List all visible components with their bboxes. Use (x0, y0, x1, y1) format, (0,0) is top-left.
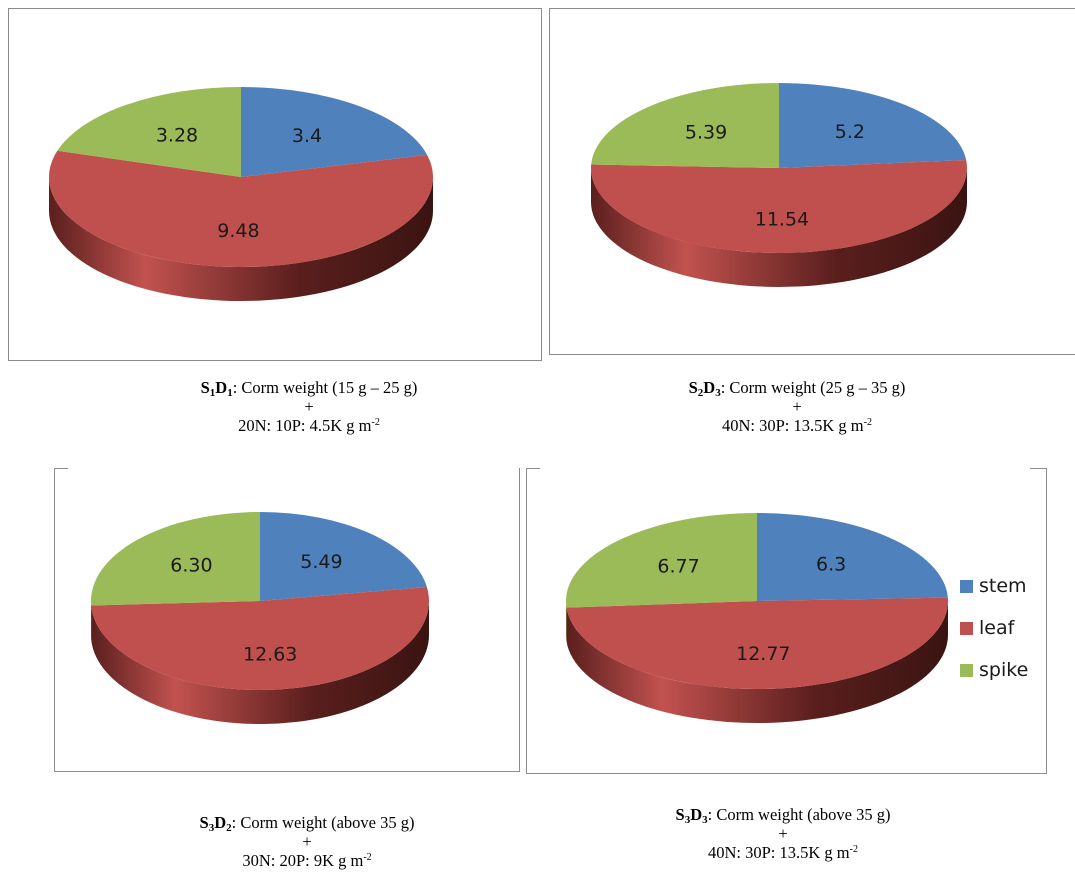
legend-item-spike: spike (960, 649, 1028, 691)
caption-line1: S2D3: Corm weight (25 g – 35 g) (688, 378, 906, 399)
chart-frame-4-top-left (526, 468, 540, 469)
legend-label-spike: spike (979, 659, 1029, 681)
chart-frame-2 (549, 8, 1075, 355)
pie-label-leaf: 11.54 (755, 208, 809, 230)
legend-swatch-leaf (960, 621, 973, 635)
legend-item-leaf: leaf (960, 607, 1028, 649)
caption-line1: S1D1: Corm weight (15 g – 25 g) (200, 378, 418, 399)
pie-label-spike: 6.30 (170, 555, 212, 577)
legend-swatch-stem (960, 579, 973, 593)
legend-item-stem: stem (960, 565, 1028, 607)
caption-s3d3: S3D3: Corm weight (above 35 g) + 40N: 30… (598, 805, 968, 862)
pie-slice-spike (566, 513, 757, 608)
pie-label-spike: 6.77 (657, 555, 699, 577)
chart-frame-4 (526, 468, 1047, 774)
pie-label-stem: 3.4 (292, 125, 322, 147)
chart-legend: stem leaf spike (960, 565, 1028, 691)
chart-frame-4-top-right (1030, 468, 1047, 469)
caption-plus: + (302, 832, 312, 851)
pie-label-stem: 5.49 (300, 551, 342, 573)
caption-s3d2: S3D2: Corm weight (above 35 g) + 30N: 20… (122, 813, 492, 870)
pie-slice-leaf (91, 586, 430, 691)
pie-label-stem: 6.3 (816, 553, 846, 575)
pie-slice-leaf (591, 159, 967, 253)
pie-slice-leaf (48, 150, 433, 267)
pie-slice-stem (757, 513, 948, 601)
caption-plus: + (304, 397, 314, 416)
pie-slice-leaf (566, 597, 948, 690)
pie-slice-spike (591, 83, 779, 168)
caption-line3: 20N: 10P: 4.5K g m-2 (238, 416, 380, 435)
pie-slice-stem (241, 87, 428, 177)
pie-group-3: 5.49 12.63 6.30 (91, 512, 430, 725)
caption-plus: + (792, 397, 802, 416)
caption-line1: S3D2: Corm weight (above 35 g) (199, 813, 415, 834)
pie-slice-spike (57, 87, 241, 177)
pie-label-leaf: 12.63 (243, 643, 297, 665)
caption-s1d1: S1D1: Corm weight (15 g – 25 g) + 20N: 1… (124, 378, 494, 435)
legend-label-leaf: leaf (979, 617, 1015, 639)
caption-plus: + (778, 824, 788, 843)
pie-label-spike: 3.28 (156, 125, 198, 147)
caption-line3: 40N: 30P: 13.5K g m-2 (722, 416, 872, 435)
pie-slice-stem (779, 83, 967, 168)
pie-group-1: 3.4 9.48 3.28 (48, 87, 433, 301)
pie-label-leaf: 9.48 (217, 220, 259, 242)
caption-s2d3: S2D3: Corm weight (25 g – 35 g) + 40N: 3… (612, 378, 982, 435)
pie-side-leaf (591, 168, 967, 287)
pie-label-stem: 5.2 (835, 121, 865, 143)
legend-label-stem: stem (979, 575, 1027, 597)
pie-side-leaf (91, 601, 430, 725)
pie-group-2: 5.2 11.54 5.39 (591, 83, 967, 287)
legend-swatch-spike (960, 663, 973, 677)
chart-frame-1 (8, 8, 542, 361)
caption-line3: 40N: 30P: 13.5K g m-2 (708, 843, 858, 862)
caption-line1: S3D3: Corm weight (above 35 g) (675, 805, 891, 826)
pie-label-leaf: 12.77 (736, 643, 790, 665)
pie-group-4: 6.3 12.77 6.77 (566, 513, 948, 724)
pie-slice-stem (260, 512, 427, 601)
pie-side-spike (566, 601, 567, 642)
pie-side-leaf (49, 177, 433, 301)
chart-frame-3-top (54, 468, 68, 469)
chart-frame-3 (54, 468, 520, 772)
caption-line3: 30N: 20P: 9K g m-2 (242, 851, 372, 870)
pie-label-spike: 5.39 (685, 122, 727, 144)
pie-slice-spike (91, 512, 260, 606)
pie-side-leaf (566, 601, 948, 724)
